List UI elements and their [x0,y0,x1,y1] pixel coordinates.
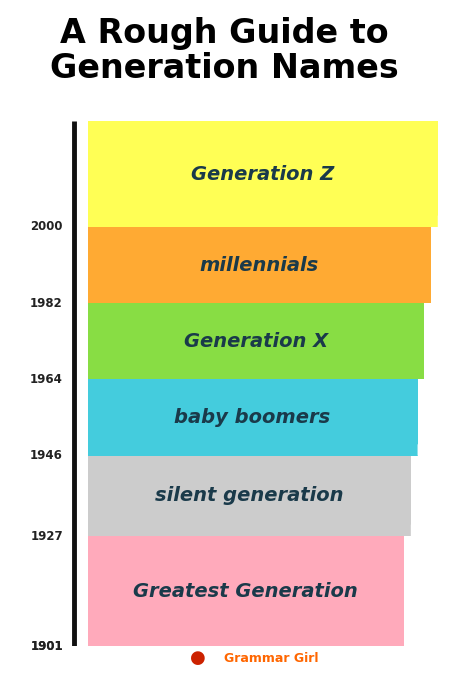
Bar [88,303,424,380]
Bar [88,536,404,646]
Text: A Rough Guide to
Generation Names: A Rough Guide to Generation Names [50,17,399,85]
Bar [88,380,418,456]
Text: 1901: 1901 [30,639,63,653]
Text: baby boomers: baby boomers [175,408,330,427]
Bar [88,456,411,536]
Text: silent generation: silent generation [155,487,343,505]
Polygon shape [438,215,446,227]
Text: 2000: 2000 [31,221,63,234]
Text: Generation Z: Generation Z [191,165,335,184]
Text: 1927: 1927 [30,530,63,542]
Text: Greatest Generation: Greatest Generation [133,581,358,600]
Bar [88,121,438,227]
Text: millennials: millennials [200,256,319,275]
Text: ●: ● [189,649,206,667]
Polygon shape [411,524,419,536]
Bar [88,227,431,303]
Text: Generation X: Generation X [184,332,328,351]
Polygon shape [431,291,439,303]
Polygon shape [424,368,432,380]
Text: 1964: 1964 [30,373,63,386]
Text: 1946: 1946 [30,449,63,462]
Text: 1901: 1901 [30,639,63,653]
Text: 1982: 1982 [30,297,63,310]
Polygon shape [418,444,426,456]
Text: Grammar Girl: Grammar Girl [224,651,319,665]
